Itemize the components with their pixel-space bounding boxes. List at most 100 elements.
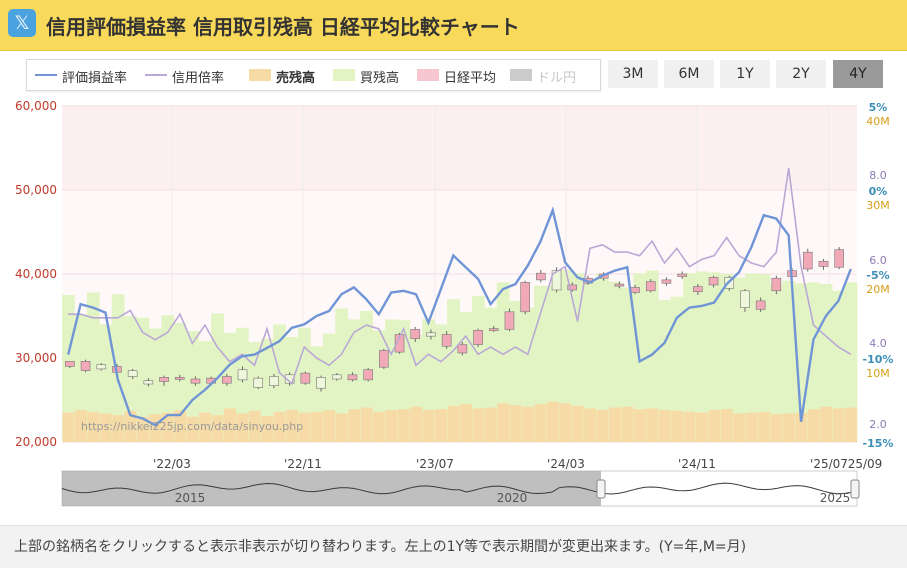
buy-balance-bar [695,271,709,442]
sell-balance-bar [199,412,212,442]
candle-body [645,281,656,292]
candle-body [802,251,813,270]
range-button-3m[interactable]: 3M [608,60,658,88]
ratio-axis-label-3: 2.0 [869,418,887,431]
candle-body [473,329,483,345]
nikkei-candle [426,329,436,340]
nikkei-candle [693,284,703,295]
sell-balance-bar [820,406,833,442]
candle-body [677,273,687,277]
pl-rate-line [67,206,852,427]
legend-swatch [510,69,532,81]
candle-body [331,374,342,380]
header-bar: 𝕏 信用評価損益率 信用取引残高 日経平均比較チャート [0,0,907,51]
nikkei-axis-label-3: 30,000 [15,351,57,365]
sell-balance-bar [770,414,783,442]
nikkei-candle [818,258,829,270]
sell-balance-bar [124,410,137,442]
sell-balance-bar [410,406,423,442]
sell-balance-bar [671,410,684,442]
candle-body [127,370,138,377]
nikkei-candle [614,281,625,289]
sell-balance-bar [845,407,857,442]
candle-body [834,249,844,268]
candle-body [269,376,279,387]
candle-body [253,377,264,388]
sell-balance-bar [733,413,746,442]
candle-body [379,350,389,368]
nikkei-candle [190,376,201,386]
x-share-icon[interactable]: 𝕏 [8,9,36,37]
nikkei-candle [473,328,483,348]
buy-balance-bar [335,308,349,442]
nikkei-candle [96,363,107,371]
sell-balance-bar [807,409,820,442]
sell-balance-bar [62,412,75,442]
buy-balance-bar [596,274,609,442]
pl-rate-axis-label-1: 0% [869,185,888,198]
sell-balance-bar [397,409,410,442]
nikkei-candle [504,308,515,332]
sell-balance-bar [522,406,535,442]
x-tick-label-0: '22/03 [153,457,191,471]
nikkei-candle [661,277,672,286]
sell-balance-bar [708,410,721,442]
balance-axis-label-3: 10M [866,367,890,380]
legend-label: 日経平均 [444,71,497,86]
nikkei-candle [300,371,311,385]
ratio-axis-label-2: 4.0 [869,337,887,350]
range-button-2y[interactable]: 2Y [776,60,826,88]
candle-body [394,334,405,353]
candle-body [347,374,358,381]
candle-body [159,377,169,382]
candle-body [300,372,311,384]
candle-body [190,378,201,384]
candle-body [536,272,546,281]
footer-help-text: 上部の銘柄名をクリックすると表示非表示が切り替わります。左上の1Y等で表示期間が… [14,539,747,555]
x-tick-label-6: 25/09 [848,457,883,471]
legend-swatch [145,74,167,76]
candle-body [441,334,452,347]
candle-body [143,380,154,385]
range-button-1y[interactable]: 1Y [720,60,770,88]
legend-label: ドル円 [537,71,577,86]
candle-body [174,377,185,380]
buy-balance-bar [558,269,572,442]
x-tick-label-5: '25/07 [810,457,848,471]
navigator-right-handle [850,479,860,499]
nikkei-candle [253,376,264,390]
nikkei-candle [457,342,468,356]
candle-body [755,300,766,310]
buy-balance-bar [86,292,100,442]
candle-body [740,290,750,308]
sell-balance-bar [460,404,472,442]
nikkei-candle [645,279,656,293]
sell-balance-bar [310,411,323,442]
buy-balance-bar [148,328,162,442]
buy-balance-bar [745,273,759,442]
candle-body [567,284,578,291]
pl-rate-axis-label-2: -5% [866,269,889,282]
sell-balance-bar [782,413,795,442]
nikkei-candle [567,282,578,292]
nikkei-candle [755,297,766,312]
nikkei-candle [536,269,546,283]
nikkei-candle [771,275,782,295]
legend-label: 売残高 [276,71,316,86]
buy-balance-bar [620,287,634,442]
nikkei-candle [65,361,75,369]
buy-balance-bar [770,284,783,442]
sell-balance-bar [509,405,522,442]
range-button-4y[interactable]: 4Y [833,60,883,88]
sell-balance-bar [534,404,547,442]
range-button-6m[interactable]: 6M [664,60,714,88]
buy-balance-bar [645,270,659,442]
sell-balance-bar [832,408,845,442]
sell-balance-bar [559,403,572,442]
candle-body [661,279,672,284]
candle-body [693,286,703,292]
candle-body [222,376,232,384]
sell-balance-bar [385,410,398,442]
ratio-axis-label-1: 6.0 [869,254,887,267]
x-tick-label-2: '23/07 [416,457,454,471]
